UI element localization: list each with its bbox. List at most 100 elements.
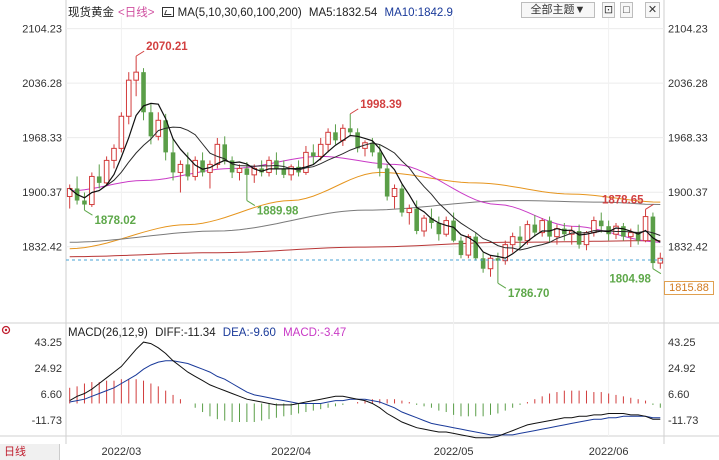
candle-body-up (325, 131, 331, 145)
period-selector[interactable]: 日线 (0, 444, 60, 460)
candle-body-up (509, 236, 516, 246)
restore-icon[interactable]: ⊡ (602, 2, 615, 18)
settings-gear-ring (1, 325, 11, 335)
candle-body-down (576, 231, 582, 245)
candle-body-up (443, 220, 449, 235)
high-price-label: 2070.21 (146, 41, 188, 53)
candle-body-up (66, 187, 73, 198)
low-price-label: 1786.70 (508, 288, 550, 300)
candle-body-down (200, 160, 205, 173)
candle-body-down (480, 258, 486, 269)
settings-gear-icon[interactable] (1, 325, 11, 335)
candle-body-down (562, 228, 567, 235)
candle-body-up (192, 159, 198, 177)
candle-body-up (155, 119, 162, 137)
price-tick-label-right: 2036.28 (668, 78, 708, 90)
candle-body-down (384, 168, 390, 197)
candle-body-up (103, 159, 110, 184)
candle-body-down (377, 152, 383, 169)
annotation-leader (135, 50, 145, 57)
candle-body-down (244, 168, 250, 175)
candle-body-down (141, 72, 146, 113)
candle-body-down (495, 258, 501, 261)
time-tick-label: 2022/03 (101, 446, 141, 458)
macd-tick-label-right: 43.25 (668, 337, 696, 349)
candle-body-down (274, 160, 279, 169)
ma10-value: MA10:1842.9 (384, 7, 453, 19)
macd-tick-label-left: 24.92 (34, 363, 62, 375)
theme-dropdown-button[interactable]: 全部主题▼ (521, 2, 595, 18)
price-tick-label-right: 2104.23 (668, 24, 708, 36)
annotation-leader (349, 108, 359, 115)
ma30-line (69, 155, 661, 243)
candle-body-down (170, 152, 176, 173)
candle-body-up (177, 163, 184, 173)
current-price-badge: 1815.88 (664, 281, 714, 295)
macd-diff-line (69, 341, 661, 439)
candle-body-up (502, 244, 509, 262)
macd-dea-line (69, 360, 661, 436)
candle-body-down (185, 164, 191, 177)
time-tick-label: 2022/04 (271, 446, 311, 458)
candle-body-down (451, 220, 456, 241)
high-price-label: 1998.39 (360, 99, 402, 111)
price-tick-label-left: 1832.42 (22, 242, 62, 254)
candle-body-down (414, 208, 419, 232)
candle-body-down (163, 120, 168, 153)
period-label[interactable]: <日线> (118, 7, 155, 19)
ma10-line (69, 126, 661, 251)
chart-type-icon[interactable] (161, 7, 174, 17)
candle-body-down (458, 240, 464, 256)
candle-body-down (436, 222, 442, 235)
low-price-label: 1878.02 (94, 215, 136, 227)
main-chart-header: 现货黄金 <日线> MA(5,10,30,60,100,200) MA5:1832… (68, 4, 457, 20)
candle-body-up (236, 167, 243, 173)
candle-body-down (370, 142, 375, 153)
macd-value: MACD:-3.47 (283, 327, 347, 339)
time-tick-label: 2022/06 (589, 446, 629, 458)
macd-tick-label-right: 24.92 (668, 363, 696, 375)
candle-body-down (399, 188, 405, 213)
annotation-leader (497, 282, 507, 289)
candle-body-down (259, 168, 264, 173)
macd-header: MACD(26,12,9) DIFF:-11.34 DEA:-9.60 MACD… (68, 327, 350, 339)
candle-body-down (333, 132, 338, 141)
candle-body-down (650, 216, 656, 264)
low-price-label: 1804.98 (609, 274, 651, 286)
candle-body-up (288, 166, 294, 176)
candle-body-up (406, 208, 413, 214)
ma-params: MA(5,10,30,60,100,200) (177, 7, 302, 19)
candle-body-up (613, 225, 619, 235)
candle-body-down (473, 236, 479, 259)
macd-params: MACD(26,12,9) (68, 327, 148, 339)
ma200-line (69, 240, 661, 258)
price-tick-label-left: 2104.23 (22, 24, 62, 36)
candle-body-down (635, 232, 641, 241)
candle-body-up (125, 79, 132, 117)
macd-tick-label-left: -11.73 (32, 415, 62, 427)
candle-body-down (429, 218, 434, 223)
candle-body-up (487, 257, 494, 270)
candle-body-down (606, 226, 611, 235)
candle-body-up (391, 187, 398, 198)
candle-body-down (311, 152, 316, 157)
time-tick-label: 2022/05 (434, 446, 474, 458)
close-icon[interactable]: ✕ (645, 2, 660, 18)
annotation-leader (652, 268, 662, 275)
candle-body-up (266, 159, 272, 173)
instrument-name: 现货黄金 (68, 7, 114, 19)
price-tick-label-right: 1968.33 (668, 133, 708, 145)
macd-tick-label-left: 43.25 (34, 337, 62, 349)
candle-body-up (133, 71, 139, 81)
candle-body-up (111, 147, 117, 161)
candle-body-down (347, 128, 353, 133)
candle-body-down (82, 200, 87, 205)
candle-body-up (627, 232, 634, 238)
settings-gear-hub (4, 328, 8, 332)
window-icon[interactable]: □ (620, 2, 633, 18)
candle-body-down (532, 224, 538, 233)
candle-body-down (281, 168, 287, 175)
candle-body-down (148, 112, 154, 137)
macd-tick-label-right: -11.73 (668, 415, 698, 427)
